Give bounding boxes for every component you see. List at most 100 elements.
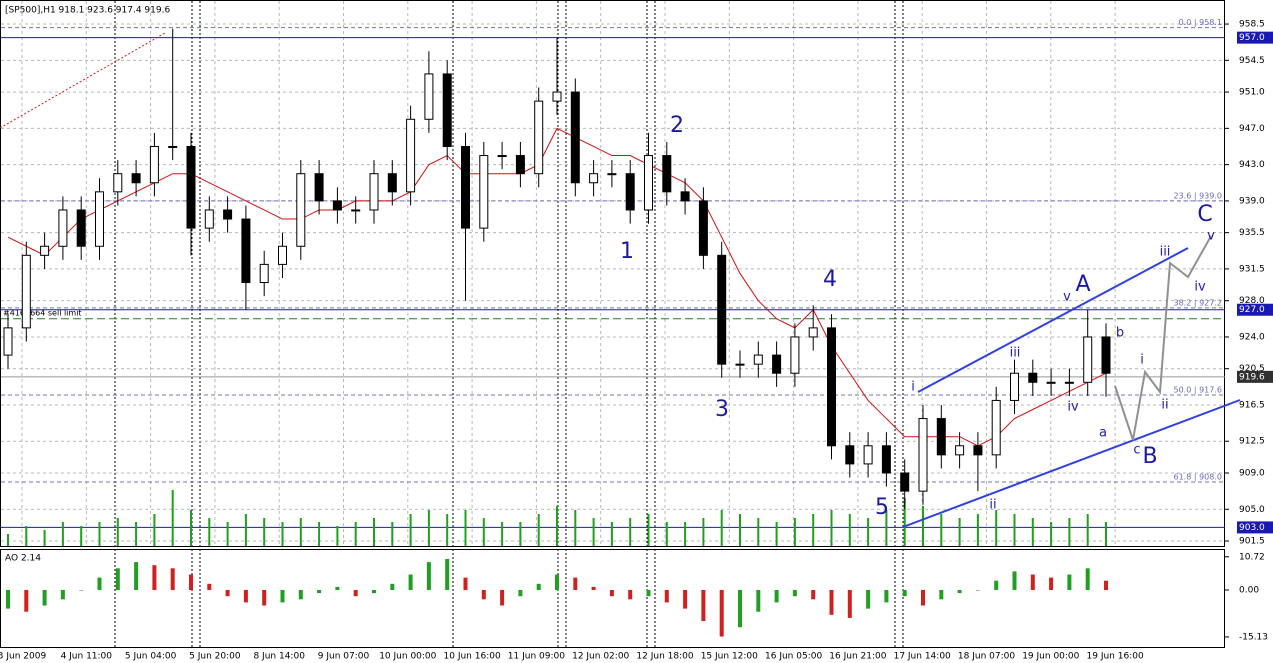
volume-bar (629, 518, 632, 546)
price-marker-label: 919.6 (1239, 372, 1265, 382)
x-tick-label: 19 Jun 00:00 (1022, 652, 1079, 662)
ao-bar (500, 590, 505, 606)
candle-body (58, 209, 68, 247)
ao-bar (701, 590, 706, 622)
ao-bar (207, 583, 212, 591)
wave-label: i (911, 380, 915, 395)
x-tick-label: 15 Jun 12:00 (701, 652, 758, 662)
ao-bar (939, 590, 944, 600)
ao-bar (902, 590, 907, 597)
volume-bar (7, 534, 9, 546)
volume-bar (464, 510, 467, 546)
ao-bar (353, 590, 358, 597)
ao-tick-label: 10.72 (1239, 552, 1265, 562)
candle-body (314, 173, 324, 202)
ao-bar (664, 590, 669, 603)
ao-bar (994, 580, 999, 591)
wave-label: iii (1010, 346, 1021, 361)
volume-bar (812, 514, 815, 546)
candle-body (808, 327, 818, 338)
ao-bar (79, 590, 84, 591)
volume-bar (244, 514, 247, 546)
ao-bar (756, 590, 761, 612)
wave-label: 1 (620, 239, 634, 264)
ao-bar (518, 590, 523, 597)
ao-bar (792, 590, 797, 597)
x-tick-label: 4 Jun 11:00 (61, 652, 113, 662)
wave-label: b (1116, 326, 1124, 341)
volume-bar (135, 522, 138, 546)
chart-title: [SP500],H1 918.1 923.6 917.4 919.6 (5, 6, 170, 16)
ao-bar (24, 590, 29, 612)
x-tick-label: 5 Jun 20:00 (189, 652, 241, 662)
volume-bar (299, 518, 302, 546)
y-tick-label: 928.0 (1239, 296, 1265, 306)
ao-bar (609, 590, 614, 597)
ao-bar (884, 590, 889, 603)
volume-bar (1086, 514, 1089, 546)
volume-bar (592, 518, 595, 546)
volume-bar (336, 526, 339, 546)
volume-bar (391, 522, 394, 546)
ao-bar (298, 590, 303, 600)
channel-upper (917, 247, 1189, 393)
volume-bar (995, 510, 998, 546)
wave-label: B (1142, 444, 1157, 469)
volume-bar (922, 506, 924, 546)
y-tick-label: 916.5 (1239, 400, 1265, 410)
volume-bar (98, 522, 101, 546)
price-marker (1237, 521, 1273, 534)
volume-bar (116, 518, 119, 546)
volume-bar (373, 518, 375, 546)
volume-bar (427, 510, 430, 546)
volume-bar (1068, 518, 1071, 546)
ao-bar (225, 590, 230, 597)
ao-bar (134, 562, 139, 591)
candle-body (387, 173, 397, 193)
candle-body (570, 91, 580, 184)
candle-body (1064, 381, 1074, 384)
x-tick-label: 16 Jun 05:00 (765, 652, 822, 662)
ao-bar (408, 574, 413, 591)
volume-bar (1031, 518, 1034, 546)
volume-bar (574, 510, 577, 546)
candle-body (534, 100, 544, 175)
volume-bar (958, 518, 961, 546)
ao-bar (372, 590, 376, 594)
candle-body (442, 73, 452, 147)
volume-bar (830, 510, 833, 546)
ao-bar (1012, 571, 1017, 591)
wave-label: ii (989, 498, 996, 513)
candle-body (204, 209, 214, 229)
ao-bar (536, 583, 541, 591)
ao-bar (1067, 574, 1072, 591)
candle-body (406, 118, 416, 193)
candle-body (168, 145, 178, 148)
ao-bar (1104, 580, 1108, 591)
volume-bar (61, 522, 64, 546)
volume-bar (208, 518, 211, 546)
volume-bar (684, 522, 687, 546)
wave-label: 3 (715, 397, 729, 422)
candle-body (680, 191, 690, 202)
candle-body (644, 155, 653, 211)
fib-label: 50.0 | 917.6 (1174, 385, 1223, 394)
x-tick-label: 16 Jun 21:00 (829, 652, 886, 662)
candle-body (76, 209, 86, 247)
x-tick-label: 10 Jun 16:00 (444, 652, 501, 662)
ao-bar (555, 574, 559, 591)
volume-bar (153, 514, 156, 546)
y-tick-label: 954.5 (1239, 56, 1265, 66)
price-marker-label: 903.0 (1239, 523, 1265, 533)
volume-bar (665, 522, 668, 546)
candle-body (223, 209, 233, 220)
candle-body (1101, 336, 1111, 374)
volume-bar (190, 510, 192, 546)
volume-bar (80, 526, 83, 546)
price-marker (1237, 31, 1273, 44)
ao-tick-label: -15.13 (1239, 632, 1268, 642)
ao-bar (152, 565, 157, 591)
volume-bar (757, 518, 760, 546)
wave-label: a (1099, 426, 1107, 441)
